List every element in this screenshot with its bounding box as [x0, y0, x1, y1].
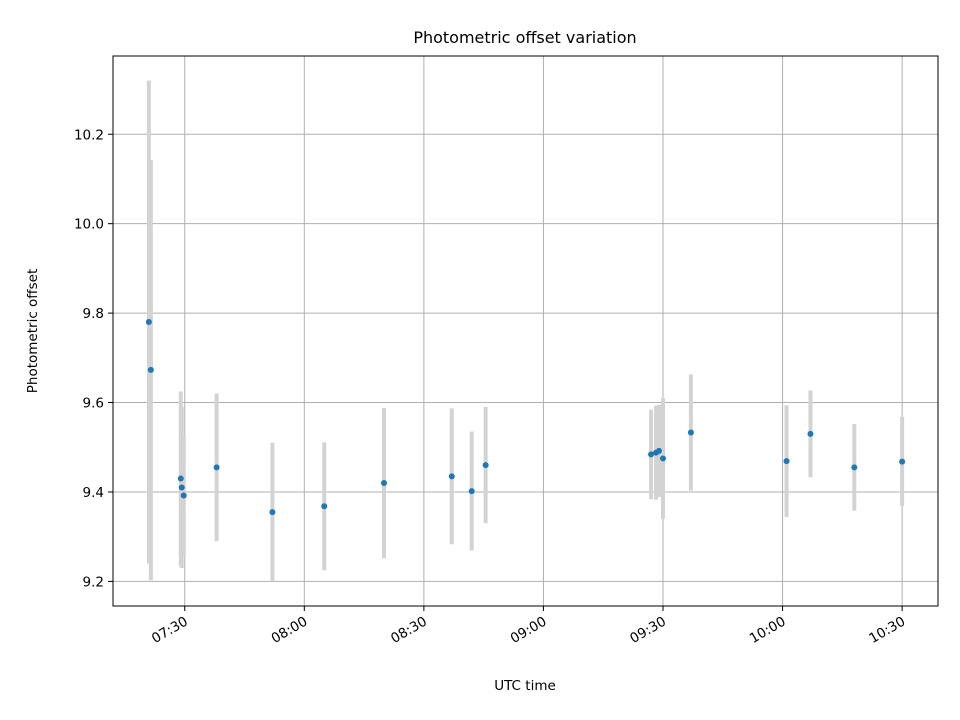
y-tick-label: 9.6 [83, 396, 104, 412]
y-tick-label: 9.4 [83, 485, 104, 501]
grid [113, 56, 938, 606]
data-point [468, 488, 475, 495]
data-point [687, 429, 694, 436]
x-tick-label: 08:00 [269, 614, 311, 647]
x-tick-label: 07:30 [149, 614, 191, 647]
data-point [213, 464, 220, 471]
data-points [145, 319, 906, 516]
data-point [660, 455, 666, 462]
x-tick-label: 09:00 [508, 614, 550, 647]
data-point [145, 319, 152, 326]
data-point [656, 447, 663, 454]
x-tick-label: 10:00 [747, 614, 789, 647]
y-tick-label: 9.2 [83, 574, 104, 590]
data-point [321, 503, 328, 510]
data-point [783, 458, 790, 465]
data-point [178, 484, 185, 491]
chart-title: Photometric offset variation [413, 28, 636, 47]
error-bars [146, 80, 905, 582]
data-point [147, 366, 154, 373]
data-point [899, 458, 906, 465]
x-tick-label: 08:30 [388, 614, 430, 647]
data-point [177, 475, 184, 482]
y-tick-label: 9.8 [83, 306, 104, 322]
x-tick-label: 09:30 [627, 614, 669, 647]
data-point [448, 473, 455, 480]
plot-area [112, 55, 939, 607]
y-tick-label: 10.2 [74, 127, 104, 143]
x-axis-ticks: 07:30 08:00 08:30 09:00 09:30 10:00 10:30 [149, 606, 908, 647]
y-axis-label: Photometric offset [25, 269, 41, 393]
data-point [851, 464, 858, 471]
x-tick-label: 10:30 [866, 614, 908, 647]
x-axis-label: UTC time [494, 678, 556, 694]
data-point [269, 509, 276, 516]
y-axis-ticks: 9.2 9.4 9.6 9.8 10.0 10.2 [74, 127, 113, 590]
y-tick-label: 10.0 [74, 217, 104, 233]
data-point [180, 492, 187, 499]
data-point [807, 430, 814, 437]
data-point [381, 480, 388, 487]
data-point [482, 462, 489, 469]
data-point [648, 451, 655, 458]
